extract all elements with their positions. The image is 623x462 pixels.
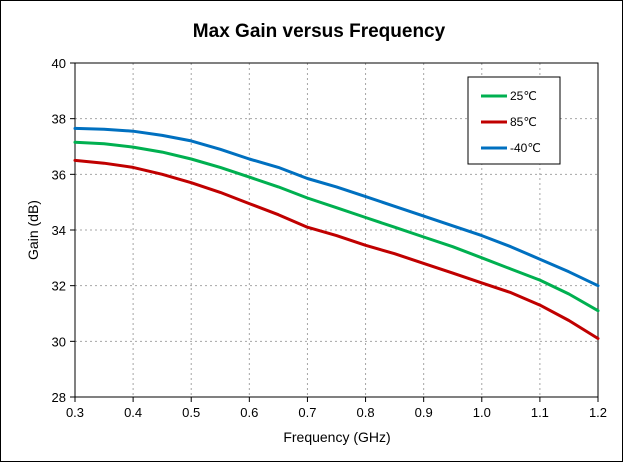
x-tick-label: 0.3 — [66, 405, 84, 420]
y-tick-label: 32 — [52, 279, 66, 294]
y-tick-label: 28 — [52, 390, 66, 405]
x-tick-label: 0.4 — [124, 405, 142, 420]
x-tick-label: 0.8 — [357, 405, 375, 420]
x-axis-label: Frequency (GHz) — [283, 429, 390, 445]
legend-label: -40℃ — [510, 141, 541, 155]
y-tick-label: 36 — [52, 167, 66, 182]
axes: 0.3 0.4 0.5 0.6 0.7 0.8 0.9 1.0 1.1 1.2 28 30 32 34 36… — [52, 56, 608, 420]
series-line-0 — [73, 140, 600, 313]
legend-label: 85℃ — [510, 115, 537, 129]
x-tick-label: 0.6 — [240, 405, 258, 420]
x-tick-label: 0.5 — [182, 405, 200, 420]
y-tick-label: 30 — [52, 334, 66, 349]
y-tick-label: 40 — [52, 56, 66, 71]
x-tick-label: 1.2 — [589, 405, 607, 420]
series-line-2 — [73, 126, 600, 288]
x-tick-label: 0.7 — [298, 405, 316, 420]
y-tick-label: 38 — [52, 112, 66, 127]
series-line-1 — [73, 158, 600, 340]
series-lines — [73, 126, 600, 340]
legend: 25℃ 85℃ -40℃ — [467, 76, 561, 165]
chart-title: Max Gain versus Frequency — [193, 21, 446, 42]
y-axis-label: Gain (dB) — [25, 200, 41, 260]
x-tick-label: 1.1 — [531, 405, 549, 420]
x-tick-label: 0.9 — [415, 405, 433, 420]
x-tick-label: 1.0 — [473, 405, 491, 420]
y-tick-label: 34 — [52, 223, 66, 238]
legend-label: 25℃ — [510, 89, 537, 103]
